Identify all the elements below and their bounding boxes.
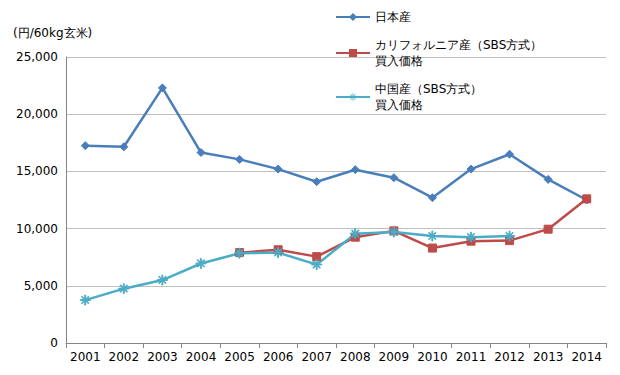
svg-text:(円/60kg玄米): (円/60kg玄米) bbox=[13, 26, 92, 40]
svg-text:20,000: 20,000 bbox=[16, 107, 58, 121]
svg-text:25,000: 25,000 bbox=[16, 50, 58, 64]
svg-text:5,000: 5,000 bbox=[24, 279, 58, 293]
svg-text:2006: 2006 bbox=[263, 350, 294, 364]
svg-text:買入価格: 買入価格 bbox=[375, 54, 423, 68]
svg-text:2014: 2014 bbox=[571, 350, 602, 364]
svg-text:2011: 2011 bbox=[456, 350, 487, 364]
svg-text:2010: 2010 bbox=[417, 350, 448, 364]
svg-text:日本産: 日本産 bbox=[375, 10, 411, 24]
svg-text:2005: 2005 bbox=[224, 350, 255, 364]
svg-text:2007: 2007 bbox=[301, 350, 332, 364]
svg-text:買入価格: 買入価格 bbox=[375, 98, 423, 112]
svg-text:15,000: 15,000 bbox=[16, 164, 58, 178]
svg-text:10,000: 10,000 bbox=[16, 222, 58, 236]
svg-text:2002: 2002 bbox=[109, 350, 140, 364]
svg-text:2012: 2012 bbox=[494, 350, 525, 364]
svg-text:2003: 2003 bbox=[147, 350, 178, 364]
svg-text:0: 0 bbox=[50, 336, 58, 350]
svg-text:2008: 2008 bbox=[340, 350, 371, 364]
svg-text:カリフォルニア産（SBS方式）: カリフォルニア産（SBS方式） bbox=[375, 38, 542, 52]
svg-text:2013: 2013 bbox=[533, 350, 564, 364]
svg-text:中国産（SBS方式）: 中国産（SBS方式） bbox=[375, 82, 482, 96]
svg-text:2004: 2004 bbox=[186, 350, 217, 364]
svg-text:2001: 2001 bbox=[70, 350, 101, 364]
svg-text:2009: 2009 bbox=[379, 350, 410, 364]
